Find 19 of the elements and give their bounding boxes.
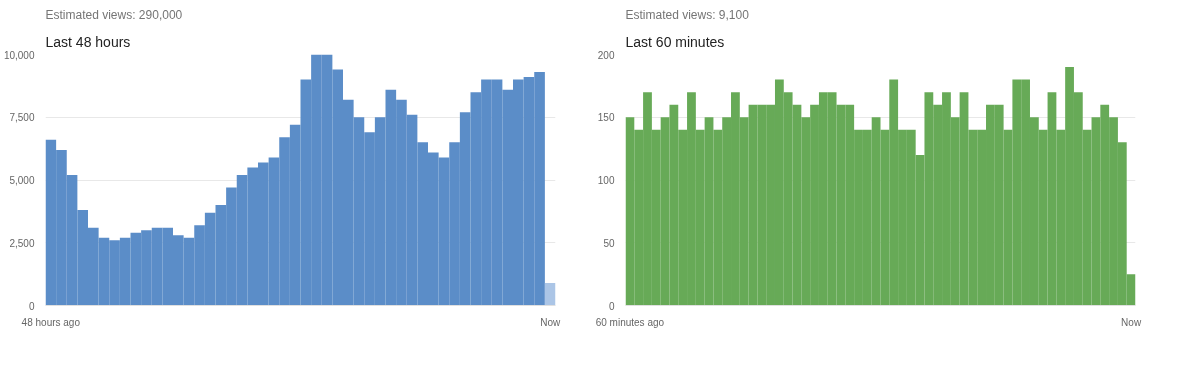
- x-tick-label: 60 minutes ago: [595, 316, 665, 328]
- x-tick-label: 48 hours ago: [21, 316, 81, 328]
- chart-subtitle: Estimated views: 9,100: [625, 7, 750, 22]
- bar: [544, 282, 556, 306]
- y-tick-label: 200: [597, 49, 615, 61]
- chart-title: Last 48 hours: [45, 33, 131, 50]
- chart-title: Last 60 minutes: [625, 33, 725, 50]
- y-tick-label: 0: [608, 300, 615, 312]
- chart-subtitle: Estimated views: 290,000: [45, 7, 183, 22]
- x-tick-label: Now: [540, 316, 561, 328]
- x-tick-label: Now: [1121, 316, 1142, 328]
- y-tick-label: 150: [597, 112, 615, 124]
- y-tick-label: 50: [603, 237, 615, 249]
- y-tick-label: 5,000: [9, 175, 35, 186]
- y-tick-label: 100: [597, 175, 615, 186]
- y-tick-label: 2,500: [9, 237, 35, 249]
- y-tick-label: 10,000: [3, 49, 35, 61]
- y-tick-label: 7,500: [9, 112, 35, 124]
- y-tick-label: 0: [28, 300, 35, 312]
